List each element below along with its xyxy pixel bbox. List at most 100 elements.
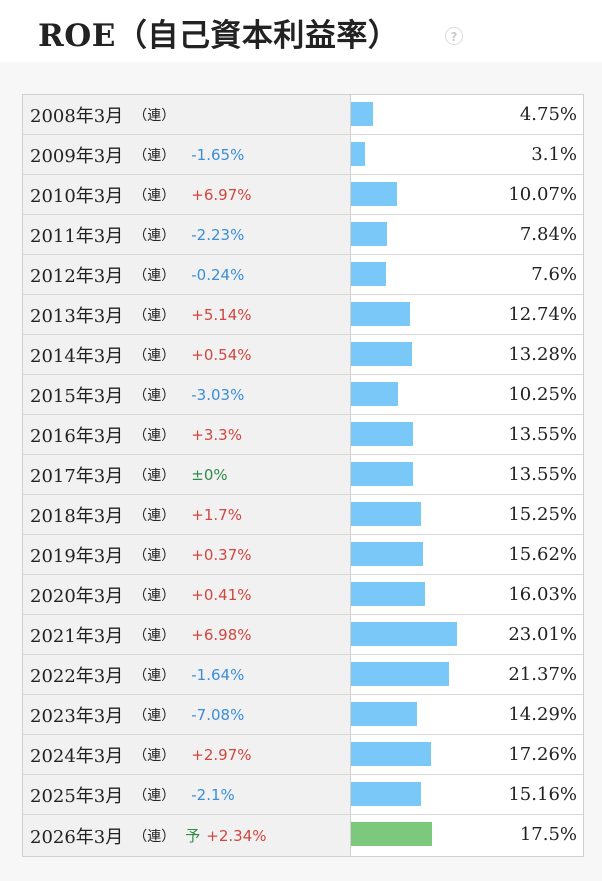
change-value: +6.98%	[191, 625, 252, 644]
roe-value: 7.6%	[531, 264, 577, 285]
consolidated-label: （連）	[133, 787, 176, 804]
period-label: 2025年3月	[30, 785, 124, 807]
consolidated-label: （連）	[133, 627, 176, 644]
table-row: 2023年3月 （連） -7.08% 14.29%	[23, 695, 583, 735]
period-label: 2015年3月	[30, 385, 124, 407]
consolidated-label: （連）	[133, 227, 176, 244]
period-label: 2018年3月	[30, 505, 124, 527]
roe-bar	[351, 382, 398, 406]
consolidated-label: （連）	[133, 347, 176, 364]
period-cell: 2013年3月 （連） +5.14%	[23, 295, 351, 334]
bar-cell: 23.01%	[351, 615, 583, 654]
change-value: +0.37%	[191, 545, 252, 564]
table-row: 2010年3月 （連） +6.97% 10.07%	[23, 175, 583, 215]
change-value: +6.97%	[191, 185, 252, 204]
consolidated-label: （連）	[133, 587, 176, 604]
forecast-badge: 予	[185, 827, 201, 845]
roe-value: 14.29%	[508, 704, 577, 725]
roe-bar	[351, 342, 412, 366]
table-row: 2013年3月 （連） +5.14% 12.74%	[23, 295, 583, 335]
consolidated-label: （連）	[133, 427, 176, 444]
roe-bar	[351, 422, 413, 446]
consolidated-label: （連）	[133, 147, 176, 164]
table-row: 2016年3月 （連） +3.3% 13.55%	[23, 415, 583, 455]
roe-value: 10.07%	[508, 184, 577, 205]
consolidated-label: （連）	[133, 747, 176, 764]
bar-cell: 15.16%	[351, 775, 583, 814]
roe-value: 15.25%	[508, 504, 577, 525]
bar-cell: 12.74%	[351, 295, 583, 334]
period-cell: 2020年3月 （連） +0.41%	[23, 575, 351, 614]
bar-cell: 21.37%	[351, 655, 583, 694]
table-row: 2025年3月 （連） -2.1% 15.16%	[23, 775, 583, 815]
period-cell: 2011年3月 （連） -2.23%	[23, 215, 351, 254]
roe-value: 17.26%	[508, 744, 577, 765]
change-value: -2.1%	[191, 785, 235, 804]
change-value: ±0%	[191, 465, 228, 484]
bar-cell: 15.62%	[351, 535, 583, 574]
period-cell: 2012年3月 （連） -0.24%	[23, 255, 351, 294]
period-label: 2026年3月	[30, 826, 124, 848]
bar-cell: 7.6%	[351, 255, 583, 294]
page-title: ROE（自己資本利益率）	[38, 18, 400, 54]
table-row: 2015年3月 （連） -3.03% 10.25%	[23, 375, 583, 415]
roe-bar	[351, 662, 449, 686]
consolidated-label: （連）	[133, 107, 176, 124]
roe-value: 4.75%	[519, 104, 577, 125]
period-cell: 2025年3月 （連） -2.1%	[23, 775, 351, 814]
period-label: 2011年3月	[30, 225, 124, 247]
change-value: -2.23%	[191, 225, 245, 244]
period-label: 2013年3月	[30, 305, 124, 327]
roe-bar	[351, 262, 386, 286]
roe-value: 10.25%	[508, 384, 577, 405]
header: ROE（自己資本利益率） ?	[0, 0, 602, 62]
roe-bar	[351, 182, 397, 206]
consolidated-label: （連）	[133, 467, 176, 484]
roe-bar	[351, 142, 365, 166]
roe-bar	[351, 702, 417, 726]
table-row: 2022年3月 （連） -1.64% 21.37%	[23, 655, 583, 695]
change-value: +3.3%	[191, 425, 242, 444]
table-row: 2014年3月 （連） +0.54% 13.28%	[23, 335, 583, 375]
roe-bar	[351, 222, 387, 246]
period-cell: 2022年3月 （連） -1.64%	[23, 655, 351, 694]
bar-cell: 17.5%	[351, 815, 583, 856]
table-row: 2008年3月 （連） 4.75%	[23, 95, 583, 135]
roe-bar	[351, 462, 413, 486]
roe-bar	[351, 542, 423, 566]
consolidated-label: （連）	[133, 667, 176, 684]
bar-cell: 15.25%	[351, 495, 583, 534]
forecast-bar	[351, 822, 432, 846]
roe-bar	[351, 622, 457, 646]
consolidated-label: （連）	[133, 707, 176, 724]
change-value: +2.97%	[191, 745, 252, 764]
period-cell: 2019年3月 （連） +0.37%	[23, 535, 351, 574]
period-cell: 2010年3月 （連） +6.97%	[23, 175, 351, 214]
roe-table: 2008年3月 （連） 4.75% 2009年3月 （連） -1.65% 3.1% 2010年…	[22, 94, 584, 857]
period-cell: 2021年3月 （連） +6.98%	[23, 615, 351, 654]
help-icon[interactable]: ?	[445, 27, 463, 45]
table-row: 2018年3月 （連） +1.7% 15.25%	[23, 495, 583, 535]
table-row: 2011年3月 （連） -2.23% 7.84%	[23, 215, 583, 255]
period-label: 2014年3月	[30, 345, 124, 367]
roe-value: 23.01%	[508, 624, 577, 645]
bar-cell: 13.28%	[351, 335, 583, 374]
period-label: 2024年3月	[30, 745, 124, 767]
consolidated-label: （連）	[133, 828, 176, 845]
period-cell: 2026年3月 （連） 予 +2.34%	[23, 815, 351, 856]
period-cell: 2016年3月 （連） +3.3%	[23, 415, 351, 454]
table-row: 2019年3月 （連） +0.37% 15.62%	[23, 535, 583, 575]
period-cell: 2014年3月 （連） +0.54%	[23, 335, 351, 374]
consolidated-label: （連）	[133, 307, 176, 324]
bar-cell: 10.25%	[351, 375, 583, 414]
bar-cell: 16.03%	[351, 575, 583, 614]
bar-cell: 17.26%	[351, 735, 583, 774]
table-row: 2009年3月 （連） -1.65% 3.1%	[23, 135, 583, 175]
period-label: 2019年3月	[30, 545, 124, 567]
period-cell: 2009年3月 （連） -1.65%	[23, 135, 351, 174]
bar-cell: 13.55%	[351, 455, 583, 494]
change-value: -1.65%	[191, 145, 245, 164]
roe-bar	[351, 502, 421, 526]
period-label: 2009年3月	[30, 145, 124, 167]
period-cell: 2008年3月 （連）	[23, 95, 351, 134]
